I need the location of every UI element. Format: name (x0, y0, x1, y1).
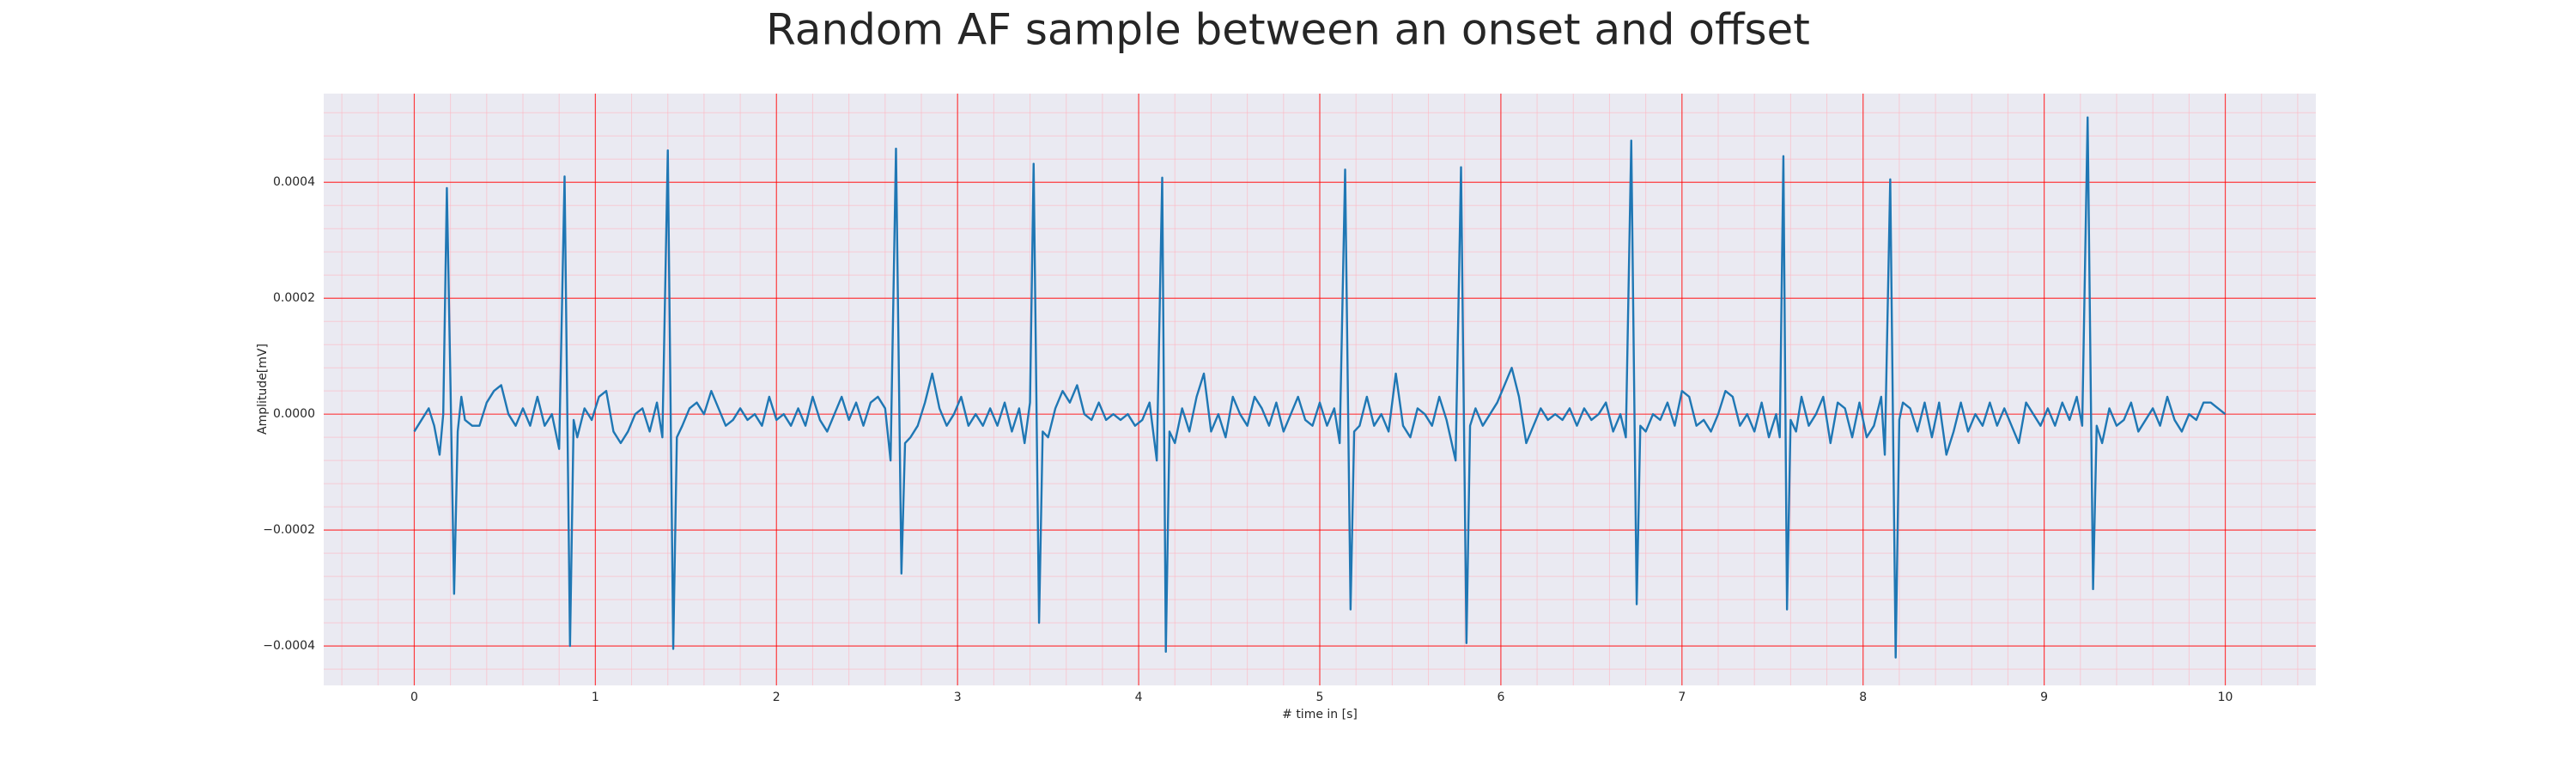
x-tick-label: 5 (1316, 691, 1324, 704)
chart-title: Random AF sample between an onset and of… (766, 5, 1810, 55)
y-tick-label: −0.0004 (263, 639, 315, 653)
x-tick-label: 10 (2218, 691, 2233, 704)
y-axis-label: Amplitude[mV] (256, 344, 270, 435)
x-tick-label: 0 (410, 691, 418, 704)
x-tick-label: 4 (1135, 691, 1143, 704)
y-tick-label: 0.0004 (273, 175, 315, 189)
y-tick-label: −0.0002 (263, 523, 315, 537)
y-tick-label: 0.0002 (273, 291, 315, 305)
y-tick-label: 0.0000 (273, 407, 315, 421)
x-tick-label: 7 (1678, 691, 1686, 704)
x-tick-label: 3 (954, 691, 962, 704)
signal-line (413, 116, 2227, 659)
x-tick-label: 9 (2040, 691, 2048, 704)
x-tick-label: 2 (773, 691, 781, 704)
x-tick-label: 6 (1497, 691, 1504, 704)
x-tick-label: 8 (1859, 691, 1867, 704)
x-axis-label: # time in [s] (1282, 708, 1358, 721)
x-tick-label: 1 (592, 691, 599, 704)
